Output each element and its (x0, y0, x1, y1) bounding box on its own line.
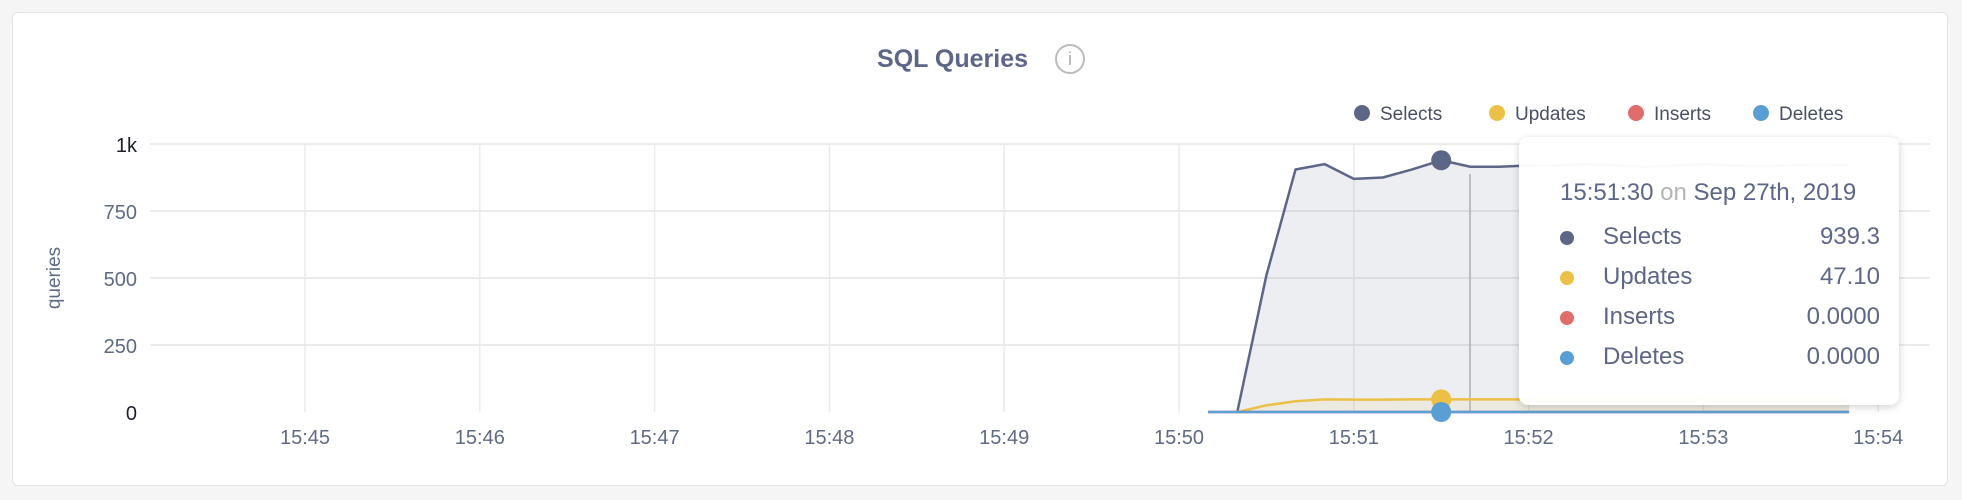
legend-dot-icon-inserts (1628, 105, 1644, 121)
legend-item-inserts[interactable]: Inserts (1654, 104, 1711, 125)
tooltip-value: 939.3 (1819, 223, 1880, 250)
tooltip-row-deletes: Deletes 0.0000 (1560, 343, 1880, 377)
tooltip-label: Inserts (1603, 303, 1676, 330)
x-tick-label: 15:45 (280, 427, 330, 449)
legend-item-selects[interactable]: Selects (1380, 104, 1442, 125)
y-tick-label: 500 (104, 269, 137, 291)
x-tick-label: 15:51 (1329, 427, 1379, 449)
updates-dot-icon (1560, 271, 1574, 285)
hover-marker-deletes (1431, 402, 1452, 422)
y-tick-label: 250 (104, 336, 137, 358)
chart-title-text: SQL Queries (877, 44, 1029, 73)
tooltip-label: Updates (1603, 263, 1693, 290)
x-tick-label: 15:50 (1154, 427, 1204, 449)
x-tick-label: 15:49 (979, 427, 1029, 449)
tooltip-value: 0.0000 (1806, 303, 1880, 330)
y-tick-label: 1k (116, 135, 138, 157)
legend-item-deletes[interactable]: Deletes (1779, 104, 1843, 125)
tooltip-label: Selects (1603, 223, 1682, 250)
selects-dot-icon (1560, 231, 1574, 245)
tooltip-date: Sep 27th, 2019 (1693, 179, 1857, 206)
x-tick-label: 15:53 (1678, 427, 1728, 449)
chart-title: SQL Queries i (0, 44, 1962, 75)
x-tick-label: 15:46 (455, 427, 505, 449)
tooltip-value: 47.10 (1819, 263, 1880, 290)
tooltip-value: 0.0000 (1806, 343, 1880, 370)
y-tick-label: 0 (126, 403, 137, 425)
hover-marker-selects (1431, 150, 1452, 171)
x-tick-label: 15:47 (630, 427, 680, 449)
y-axis-label: queries (44, 247, 65, 309)
tooltip-label: Deletes (1603, 343, 1685, 370)
tooltip-row-selects: Selects 939.3 (1560, 223, 1880, 257)
legend-dot-icon-selects (1354, 105, 1370, 121)
legend-item-updates[interactable]: Updates (1515, 104, 1586, 125)
tooltip-time: 15:51:30 (1560, 179, 1654, 206)
tooltip-row-inserts: Inserts 0.0000 (1560, 303, 1880, 337)
legend-dot-icon-updates (1489, 105, 1505, 121)
x-tick-label: 15:52 (1504, 427, 1554, 449)
y-tick-label: 750 (104, 202, 137, 224)
x-tick-label: 15:48 (804, 427, 854, 449)
tooltip-row-updates: Updates 47.10 (1560, 263, 1880, 297)
tooltip-on: on (1660, 179, 1687, 206)
legend-dot-icon-deletes (1753, 105, 1769, 121)
tooltip-header: 15:51:30 on Sep 27th, 2019 (1560, 179, 1856, 207)
info-circle-icon[interactable]: i (1054, 44, 1085, 75)
inserts-dot-icon (1560, 311, 1574, 325)
deletes-dot-icon (1560, 351, 1574, 365)
chart-tooltip: 15:51:30 on Sep 27th, 2019 Selects 939.3… (1519, 137, 1899, 405)
x-tick-label: 15:54 (1853, 427, 1903, 449)
